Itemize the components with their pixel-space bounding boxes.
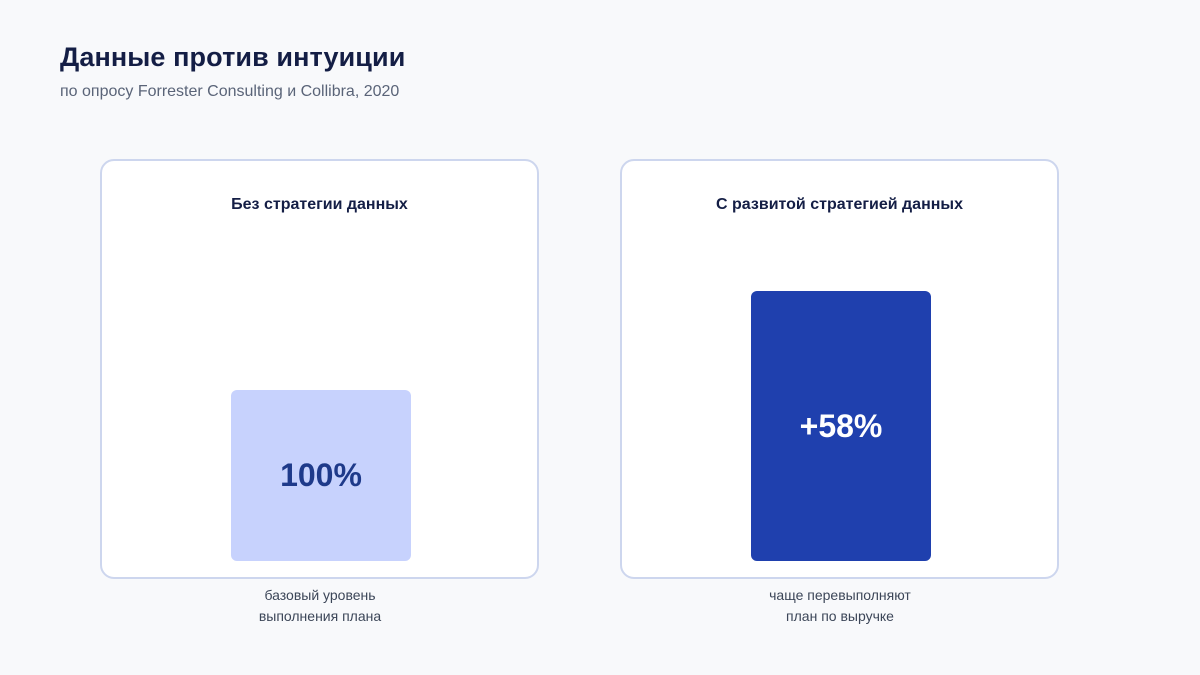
page-subtitle: по опросу Forrester Consulting и Collibr… xyxy=(60,83,400,100)
caption-strategy-line-1: чаще перевыполняют xyxy=(769,587,911,603)
caption-baseline-line-1: базовый уровень xyxy=(264,587,376,603)
chart-card-baseline: Без стратегии данных 100% xyxy=(100,159,539,579)
caption-baseline: базовый уровень выполнения плана xyxy=(100,585,540,627)
category-label-baseline: Без стратегии данных xyxy=(231,196,408,213)
caption-baseline-line-2: выполнения плана xyxy=(258,608,382,624)
category-label-strategy: С развитой стратегией данных xyxy=(716,196,963,213)
chart-card-strategy: С развитой стратегией данных +58% xyxy=(620,159,1059,579)
caption-strategy: чаще перевыполняют план по выручке xyxy=(620,585,1060,627)
bar-baseline: 100% xyxy=(231,390,411,561)
page-title: Данные против интуиции xyxy=(60,42,406,72)
caption-strategy-line-2: план по выручке xyxy=(786,608,894,624)
data-label-strategy: +58% xyxy=(799,407,883,444)
bar-strategy: +58% xyxy=(751,291,931,561)
data-label-baseline: 100% xyxy=(280,457,362,493)
